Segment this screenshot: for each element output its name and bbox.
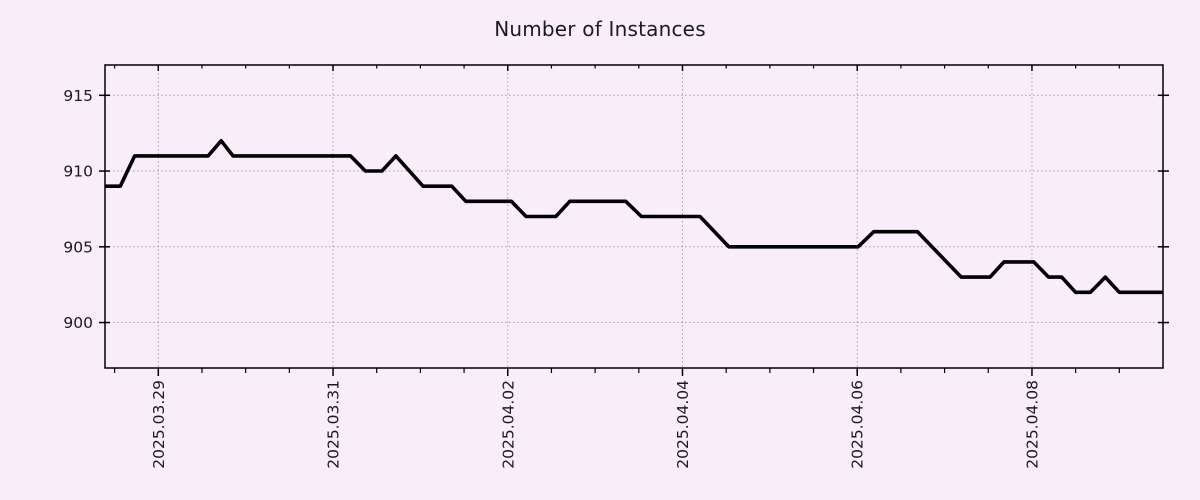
y-tick-label: 915	[63, 87, 93, 105]
x-tick-label: 2025.03.31	[325, 380, 343, 469]
x-tick-label: 2025.04.04	[674, 380, 692, 469]
x-tick-label: 2025.03.29	[150, 380, 168, 469]
chart-title: Number of Instances	[494, 17, 706, 41]
x-tick-label: 2025.04.08	[1023, 380, 1041, 469]
y-tick-label: 910	[63, 163, 93, 181]
y-tick-label: 900	[63, 314, 93, 332]
x-tick-label: 2025.04.06	[849, 380, 867, 469]
series-line	[105, 139, 1163, 295]
plot-border	[104, 64, 1164, 369]
x-tick-label: 2025.04.02	[499, 380, 517, 469]
y-tick-label: 905	[63, 238, 93, 256]
